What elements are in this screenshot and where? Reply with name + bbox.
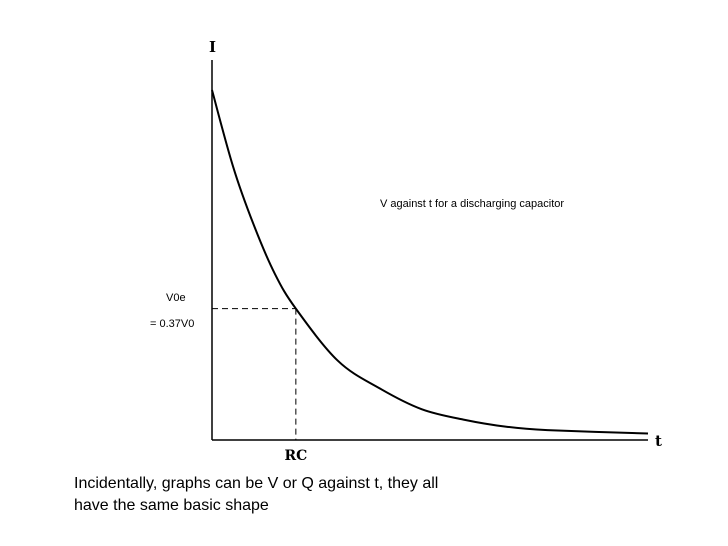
discharge-curve-line bbox=[211, 89, 649, 435]
caption-line-1: Incidentally, graphs can be V or Q again… bbox=[74, 475, 439, 492]
rc-tick-label: RC bbox=[284, 448, 307, 464]
caption-line-2: have the same basic shape bbox=[74, 497, 269, 514]
series bbox=[211, 89, 649, 435]
axes: I t bbox=[209, 38, 662, 450]
chart-title: V against t for a discharging capacitor bbox=[380, 198, 564, 210]
rc-marker: RC V0e = 0.37V0 bbox=[150, 292, 307, 464]
point37-label: = 0.37V0 bbox=[150, 318, 194, 330]
caption: Incidentally, graphs can be V or Q again… bbox=[74, 473, 514, 517]
voe-label: V0e bbox=[166, 292, 186, 304]
x-axis-label: t bbox=[655, 432, 662, 450]
y-axis-label: I bbox=[209, 38, 216, 56]
